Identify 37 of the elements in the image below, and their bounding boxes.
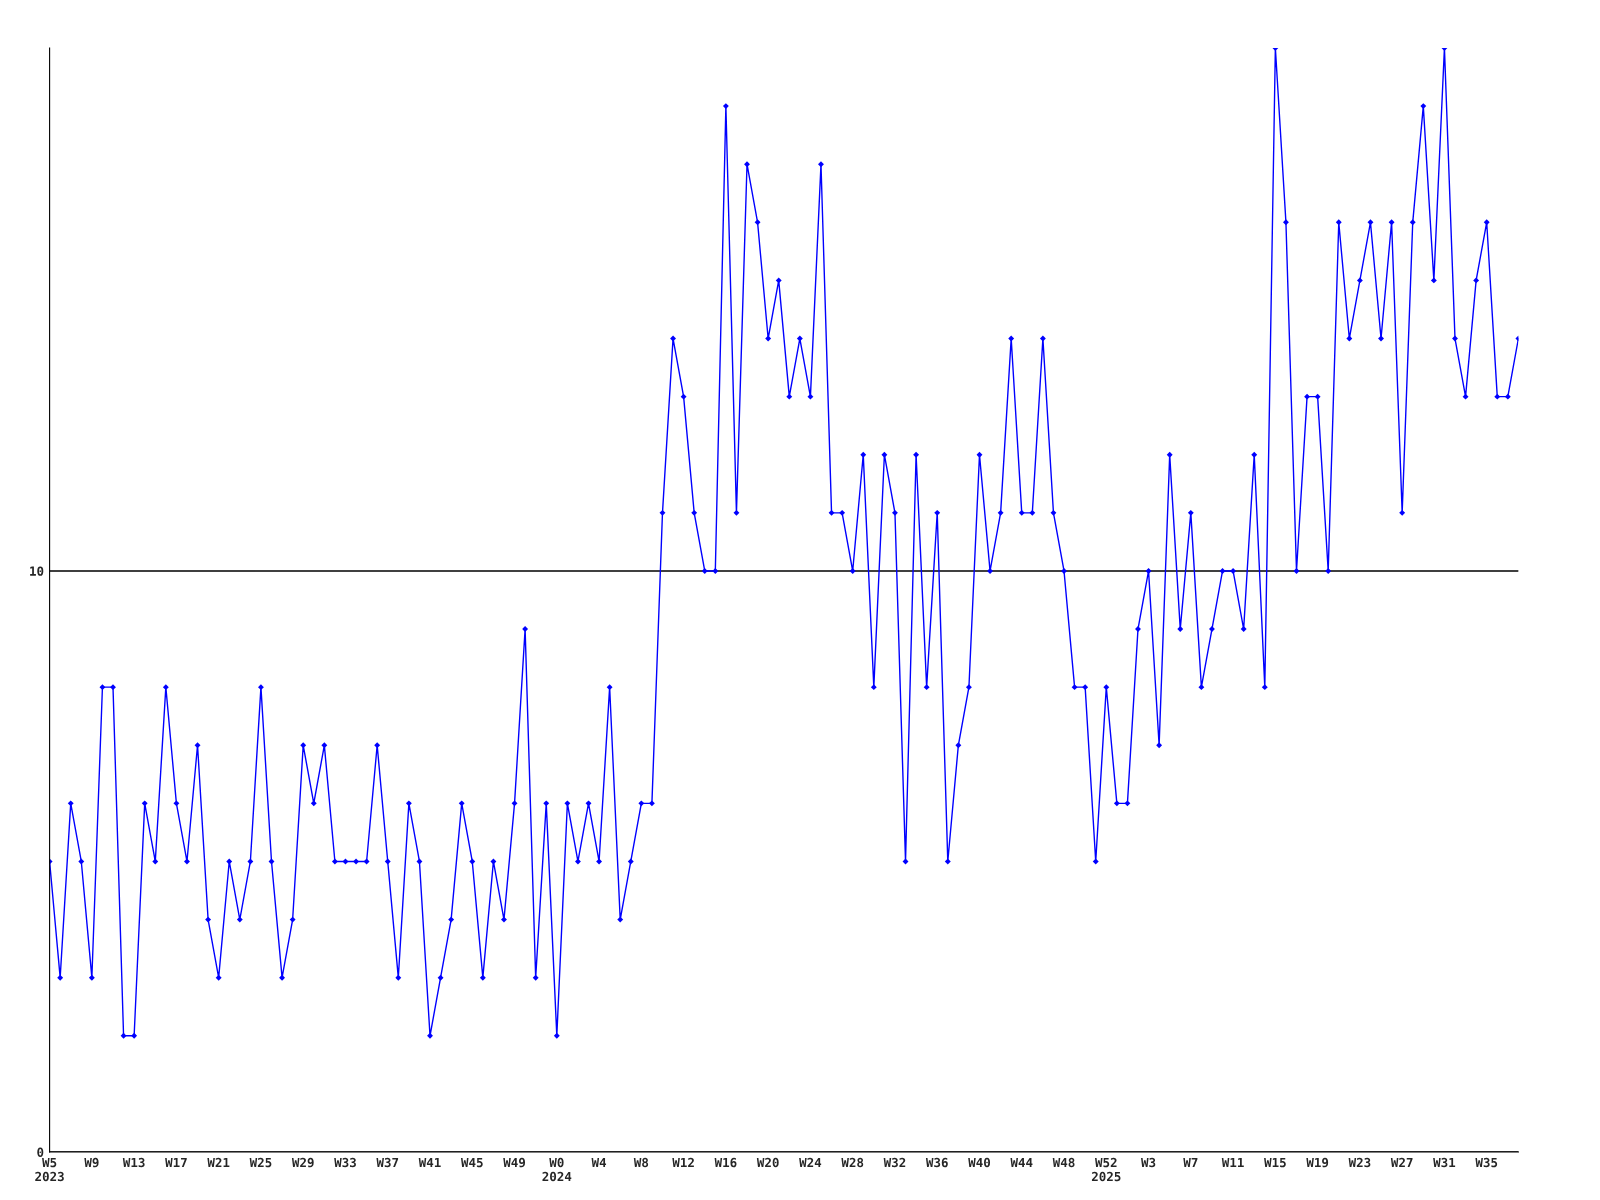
x-tick-label: W36 [925,1157,948,1168]
x-tick-label: W9 [84,1157,99,1168]
x-tick-label: W45 [460,1157,483,1168]
x-tick-label: W20 [756,1157,779,1168]
x-tick-label: W52 2025 [1091,1157,1121,1182]
x-tick-label: W0 2024 [542,1157,572,1182]
x-tick-label: W16 [714,1157,737,1168]
x-tick-label: W48 [1052,1157,1075,1168]
x-tick-label: W33 [334,1157,356,1168]
x-tick-label: W49 [503,1157,526,1168]
x-tick-label: W23 [1348,1157,1371,1168]
y-tick-label: 0 [37,1147,44,1157]
x-tick-label: W24 [799,1157,822,1168]
x-tick-label: W31 [1433,1157,1456,1168]
x-tick-label: W27 [1390,1157,1413,1168]
x-tick-label: W35 [1475,1157,1498,1168]
x-tick-label: W11 [1221,1157,1244,1168]
x-tick-label: W15 [1264,1157,1286,1168]
x-tick-label: W5 2023 [35,1157,64,1182]
x-tick-label: W37 [376,1157,399,1168]
x-tick-label: W25 [249,1157,272,1168]
x-tick-label: W7 [1183,1157,1198,1168]
x-tick-label: W3 [1141,1157,1156,1168]
x-tick-label: W12 [672,1157,694,1168]
x-tick-label: W28 [841,1157,864,1168]
x-tick-label: W41 [418,1157,441,1168]
x-tick-label: W8 [633,1157,649,1168]
x-tick-label: W44 [1010,1157,1033,1168]
x-tick-label: W19 [1306,1157,1329,1168]
x-tick-label: W17 [165,1157,187,1168]
x-tick-label: W29 [291,1157,314,1168]
x-tick-label: W4 [591,1157,607,1168]
x-tick-label: W32 [883,1157,906,1168]
x-tick-label: W21 [207,1157,230,1168]
x-tick-label: W13 [122,1157,145,1168]
y-tick-label: 10 [30,566,44,576]
x-tick-label: W40 [968,1157,991,1168]
